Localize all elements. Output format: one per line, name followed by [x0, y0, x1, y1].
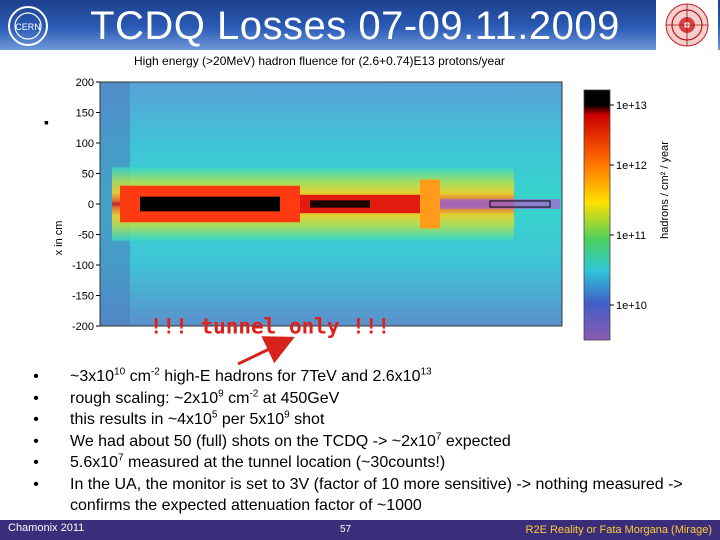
- heatmap-core-dark: [310, 200, 370, 208]
- heatmap-structure-outline: [149, 198, 261, 210]
- y-tick-label: 150: [76, 108, 94, 120]
- heatmap-tail: [440, 199, 560, 209]
- y-tick-label: 100: [76, 138, 94, 150]
- y-axis-label: x in cm: [53, 221, 65, 256]
- heatmap-chart: 200 150 100 50 0 -50 -100 -150 -200 x in cm 1e+13 1…: [53, 77, 671, 341]
- bullet-item: • this results in ~4x105 per 5x109 shot: [30, 409, 700, 431]
- bullet-item: • ~3x1010 cm-2 high-E hadrons for 7TeV an…: [30, 366, 700, 388]
- y-tick-label: -100: [72, 260, 94, 272]
- slide-footer: Chamonix 2011 57 R2E Reality or Fata Mor…: [0, 520, 720, 540]
- bullet-item: • In the UA, the monitor is set to 3V (fa…: [30, 474, 700, 517]
- y-tick-label: -50: [78, 230, 94, 242]
- bullet-list: • ~3x1010 cm-2 high-E hadrons for 7TeV an…: [30, 366, 700, 517]
- bullet-item: • rough scaling: ~2x109 cm-2 at 450GeV: [30, 388, 700, 410]
- stray-bullet: ▪: [44, 114, 49, 130]
- footer-page-number: 57: [340, 524, 352, 535]
- cern-logo: CERN: [8, 6, 48, 46]
- bullet-dot: •: [33, 432, 39, 450]
- y-tick-label: 50: [82, 169, 94, 181]
- lhc-collision-logo: [656, 0, 718, 50]
- colorbar-tick-label: 1e+13: [616, 100, 647, 112]
- colorbar: [583, 89, 611, 341]
- colorbar-tick-label: 1e+12: [616, 160, 647, 172]
- cern-logo-text: CERN: [15, 22, 41, 32]
- bullet-dot: •: [33, 411, 39, 428]
- bullet-dot: •: [33, 389, 39, 407]
- heatmap-structure-outline: [489, 200, 551, 208]
- footer-conference: Chamonix 2011: [8, 522, 85, 534]
- footer-talk-title: R2E Reality or Fata Morgana (Mirage): [525, 524, 712, 536]
- bullet-dot: •: [33, 368, 39, 385]
- heatmap-flange: [420, 179, 440, 229]
- chart-title: High energy (>20MeV) hadron fluence for …: [134, 54, 505, 68]
- y-tick-label: 200: [76, 77, 94, 89]
- slide-title: TCDQ Losses 07-09.11.2009: [90, 4, 620, 48]
- bullet-item: • We had about 50 (full) shots on the TCD…: [30, 431, 700, 453]
- colorbar-tick-label: 1e+10: [616, 300, 647, 312]
- slide-header: CERN TCDQ Losses 07-09.11.2009: [0, 0, 720, 50]
- fluence-heatmap-figure: 200 150 100 50 0 -50 -100 -150 -200 x in cm 1e+13 1…: [52, 54, 672, 344]
- heatmap-core-black: [140, 196, 280, 212]
- bullet-dot: •: [33, 454, 39, 471]
- colorbar-label: hadrons / cm² / year: [659, 141, 671, 239]
- colorbar-tick-label: 1e+11: [616, 230, 646, 242]
- annotation-tunnel-only: !!! tunnel only !!!: [150, 314, 390, 338]
- bullet-item: • 5.6x107 measured at the tunnel location…: [30, 452, 700, 474]
- y-tick-label: -200: [72, 321, 94, 333]
- y-tick-label: 0: [88, 199, 94, 211]
- y-tick-label: -150: [72, 291, 94, 303]
- bullet-dot: •: [33, 475, 39, 493]
